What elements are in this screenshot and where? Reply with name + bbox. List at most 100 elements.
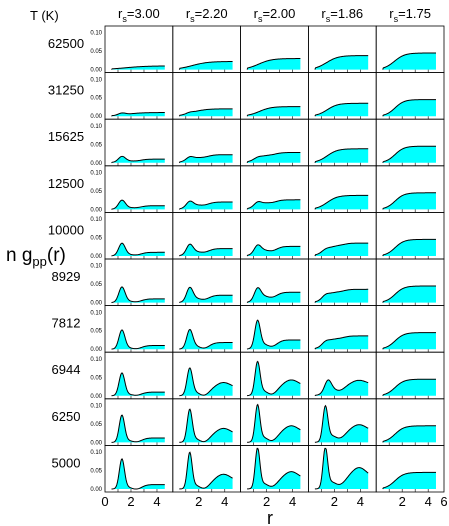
- curve-area: [240, 106, 301, 117]
- panel: [375, 444, 445, 493]
- curve-line: [111, 372, 165, 397]
- column-header-rs: rs=3.00: [118, 6, 160, 24]
- panel: [240, 258, 309, 306]
- panel: [240, 165, 309, 213]
- curve-line: [178, 200, 233, 210]
- rs-subscript: s: [122, 14, 127, 24]
- curve-line: [246, 244, 301, 257]
- curve-line: [178, 61, 233, 70]
- curve-area: [240, 199, 301, 210]
- rs-label: r: [321, 6, 326, 21]
- x-tick-label: 0: [101, 494, 108, 509]
- y-tick-label: 0.10: [90, 450, 102, 456]
- curve-line: [246, 106, 301, 117]
- svg-text:n gpp(r): n gpp(r): [6, 245, 66, 269]
- y-tick-label: 0.10: [90, 124, 102, 130]
- x-axis-label: r: [267, 508, 273, 526]
- panel: [104, 165, 174, 213]
- curve-line: [179, 408, 233, 443]
- row-header-temperature: 31250: [48, 83, 84, 98]
- curve-line: [246, 319, 301, 350]
- rs-subscript: s: [394, 14, 399, 24]
- panel: [172, 258, 242, 306]
- rs-label: r: [118, 6, 123, 21]
- panel: [240, 351, 309, 400]
- curve-area: [376, 472, 436, 489]
- y-tick-label: 0.05: [90, 96, 102, 102]
- y-tick-label: 0.00: [90, 161, 102, 167]
- curve-line: [178, 154, 233, 164]
- curve-line: [246, 360, 301, 397]
- curve-area: [376, 99, 436, 117]
- y-tick-label: 0.10: [90, 310, 102, 316]
- panel: [307, 165, 377, 213]
- panel: [240, 211, 309, 260]
- curve-line: [382, 99, 436, 117]
- panel: [104, 351, 174, 400]
- curve-area: [376, 239, 436, 256]
- panel: [307, 351, 377, 400]
- y-tick-label: 0.10: [90, 77, 102, 83]
- curve-line: [246, 403, 301, 443]
- x-tick-label: 6: [440, 494, 447, 509]
- row-header-temperature: 5000: [52, 455, 81, 470]
- y-tick-label: 0.05: [90, 142, 102, 148]
- curve-area: [376, 53, 436, 70]
- row-header-temperature: 10000: [48, 222, 84, 237]
- y-axis-label: n gpp(r): [6, 245, 66, 269]
- panel: [375, 305, 445, 353]
- rs-value: =2.00: [262, 6, 295, 21]
- curve-line: [111, 112, 165, 117]
- curve-line: [382, 192, 436, 210]
- panel: [307, 118, 377, 167]
- panel: [375, 211, 445, 260]
- curve-area: [240, 448, 301, 489]
- curve-line: [382, 471, 436, 490]
- rs-label: r: [186, 6, 191, 21]
- curve-area: [376, 192, 436, 210]
- rs-value: =2.20: [195, 6, 228, 21]
- y-tick-label: 0.05: [90, 236, 102, 242]
- curve-area: [376, 332, 436, 350]
- row-header-temperature: 6944: [52, 362, 81, 377]
- row-header-temperature: 7812: [52, 316, 81, 331]
- y-tick-label: 0.00: [90, 207, 102, 213]
- panel: [307, 72, 377, 120]
- curve-line: [111, 329, 165, 350]
- row-header-temperature: 8929: [52, 269, 81, 284]
- y-tick-label: 0.05: [90, 282, 102, 288]
- curve-line: [111, 155, 165, 164]
- curve-line: [314, 335, 369, 350]
- curve-area: [240, 58, 301, 70]
- curve-line: [179, 328, 233, 350]
- panel: [375, 72, 445, 120]
- curve-area: [308, 195, 369, 210]
- curve-area: [172, 367, 233, 396]
- curve-line: [111, 199, 165, 210]
- curve-area: [308, 55, 369, 70]
- curve-line: [178, 108, 233, 117]
- y-tick-label: 0.00: [90, 254, 102, 260]
- curve-line: [314, 288, 369, 303]
- panel: [172, 305, 242, 353]
- curve-area: [308, 335, 369, 350]
- panel: [375, 351, 445, 400]
- curve-line: [314, 242, 369, 257]
- panel: [172, 165, 242, 213]
- curve-line: [314, 102, 369, 117]
- panel: [104, 25, 174, 73]
- x-tick-label: 4: [425, 494, 432, 509]
- curve-area: [172, 154, 233, 163]
- curve-line: [382, 378, 436, 397]
- y-tick-label: 0.00: [90, 114, 102, 120]
- panel: [307, 211, 377, 260]
- panel: [307, 25, 377, 73]
- y-tick-label: 0.05: [90, 49, 102, 55]
- curve-area: [308, 379, 369, 396]
- panel: [104, 118, 174, 167]
- curve-line: [382, 332, 436, 350]
- x-tick-label: 4: [221, 494, 228, 509]
- rs-label: r: [389, 6, 394, 21]
- curve-line: [246, 287, 301, 303]
